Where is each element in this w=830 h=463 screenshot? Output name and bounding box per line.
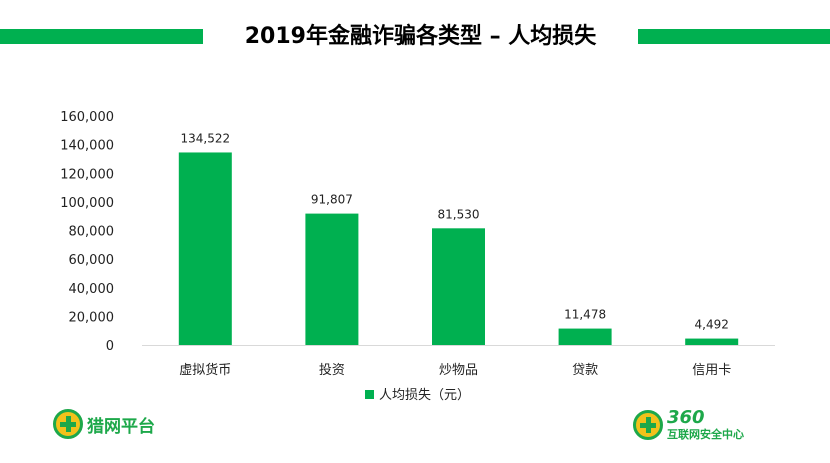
chart-title: 2019年金融诈骗各类型 – 人均损失 [244, 24, 597, 49]
y-tick-label: 80,000 [69, 225, 115, 240]
y-tick-label: 20,000 [69, 310, 115, 325]
shield-plus-icon [53, 409, 83, 439]
data-label: 11,478 [564, 308, 606, 322]
y-tick-label: 160,000 [60, 110, 114, 125]
logo-left-text: 猎网平台 [87, 416, 155, 437]
bar [178, 152, 232, 345]
title-bar-left [0, 29, 203, 44]
bar [305, 213, 359, 345]
logo-right-number: 360 [667, 407, 705, 428]
y-tick-label: 140,000 [60, 139, 114, 154]
bar [432, 228, 485, 345]
x-category-label: 信用卡 [692, 363, 731, 378]
logo-right-text: 互联网安全中心 [667, 428, 744, 441]
x-category-label: 炒物品 [439, 363, 478, 378]
y-tick-label: 120,000 [60, 167, 114, 182]
data-label: 91,807 [311, 193, 353, 207]
logo-lieweng: 猎网平台 [53, 409, 155, 439]
data-label: 81,530 [438, 207, 480, 221]
y-tick-label: 60,000 [69, 253, 115, 268]
bar [685, 338, 739, 345]
y-tick-label: 0 [106, 339, 114, 354]
data-label: 4,492 [695, 318, 729, 332]
y-tick-label: 100,000 [60, 196, 114, 211]
title-bar-right [638, 29, 830, 44]
data-label: 134,522 [180, 131, 230, 145]
bar [558, 328, 612, 345]
x-category-label: 虚拟货币 [179, 362, 231, 378]
x-category-label: 贷款 [572, 363, 598, 378]
y-tick-label: 40,000 [69, 282, 115, 297]
legend-swatch [365, 390, 374, 399]
legend-label: 人均损失（元） [379, 388, 470, 403]
shield-plus-icon [633, 409, 663, 440]
x-category-label: 投资 [319, 362, 345, 378]
logo-360: 360 互联网安全中心 [633, 409, 744, 440]
